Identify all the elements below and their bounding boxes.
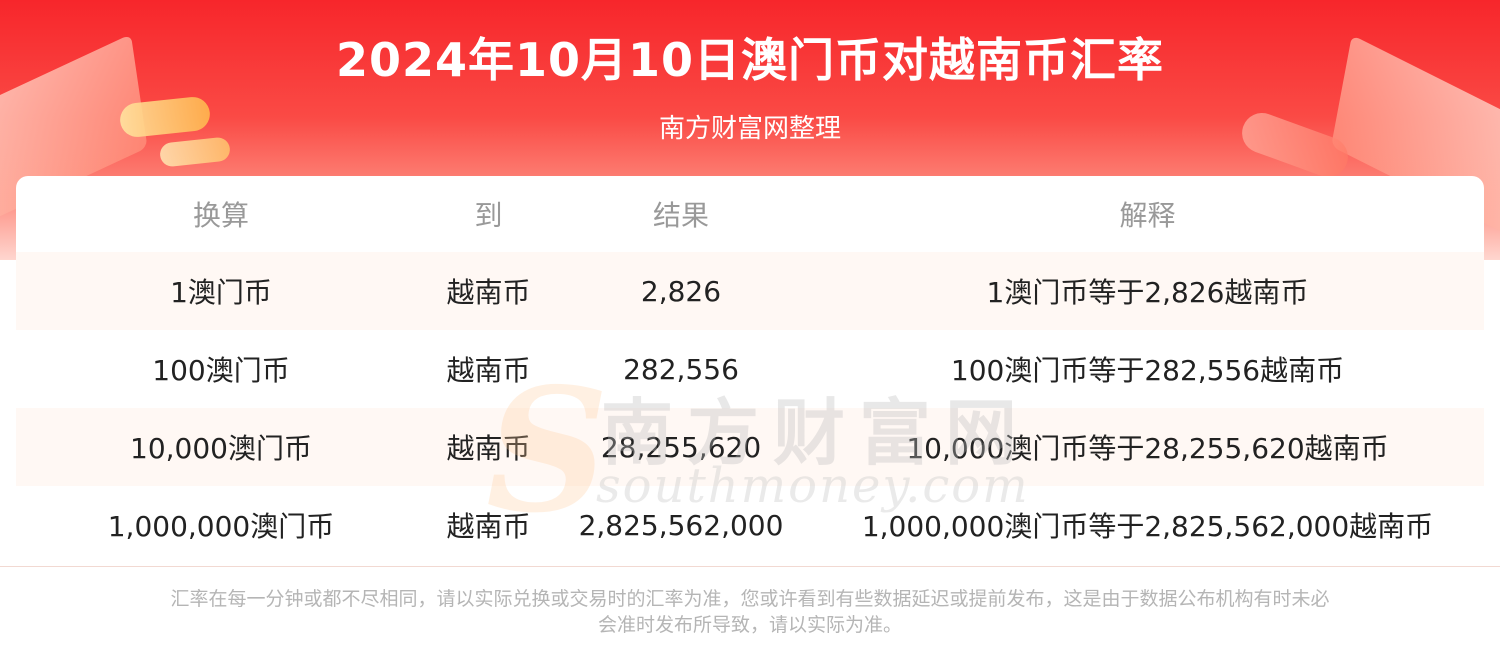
cell-from: 10,000澳门币 [130, 432, 312, 465]
cell-result: 2,825,562,000 [578, 508, 784, 542]
cell-from: 100澳门币 [152, 354, 290, 387]
table-row: 10,000澳门币 越南币 28,255,620 10,000澳门币等于28,2… [16, 408, 1484, 486]
table-row: 1,000,000澳门币 越南币 2,825,562,000 1,000,000… [16, 486, 1484, 564]
cell-from: 1,000,000澳门币 [107, 510, 335, 543]
table-row: 1澳门币 越南币 2,826 1澳门币等于2,826越南币 [16, 252, 1484, 330]
cell-from: 1澳门币 [170, 276, 272, 309]
cell-result: 282,556 [623, 352, 739, 386]
rate-table: 换算 到 结果 解释 1澳门币 越南币 2,826 1澳门币等于2,826越南币… [16, 176, 1484, 568]
cell-result: 28,255,620 [600, 430, 762, 464]
cell-explain: 100澳门币等于282,556越南币 [950, 354, 1345, 387]
cell-explain: 1澳门币等于2,826越南币 [986, 276, 1309, 309]
cell-explain: 10,000澳门币等于28,255,620越南币 [906, 432, 1389, 465]
header-to: 到 [474, 199, 503, 232]
table-row: 100澳门币 越南币 282,556 100澳门币等于282,556越南币 [16, 330, 1484, 408]
table-header: 换算 到 结果 解释 [16, 176, 1484, 252]
cell-to: 越南币 [446, 510, 531, 543]
cell-to: 越南币 [446, 432, 531, 465]
disclaimer-line-1: 汇率在每一分钟或都不尽相同，请以实际兑换或交易时的汇率为准，您或许看到有些数据延… [170, 588, 1330, 610]
disclaimer-line-2: 会准时发布所导致，请以实际为准。 [597, 614, 902, 636]
header-result: 结果 [652, 199, 709, 232]
cell-explain: 1,000,000澳门币等于2,825,562,000越南币 [861, 510, 1434, 543]
header-convert: 换算 [192, 199, 249, 232]
page-subtitle: 南方财富网整理 [658, 114, 841, 144]
page-title: 2024年10月10日澳门币对越南币汇率 [335, 33, 1165, 87]
cell-result: 2,826 [640, 274, 722, 308]
disclaimer: 汇率在每一分钟或都不尽相同，请以实际兑换或交易时的汇率为准，您或许看到有些数据延… [60, 586, 1440, 638]
cell-to: 越南币 [446, 276, 531, 309]
header-explain: 解释 [1119, 199, 1176, 232]
cell-to: 越南币 [446, 354, 531, 387]
divider [0, 566, 1500, 567]
